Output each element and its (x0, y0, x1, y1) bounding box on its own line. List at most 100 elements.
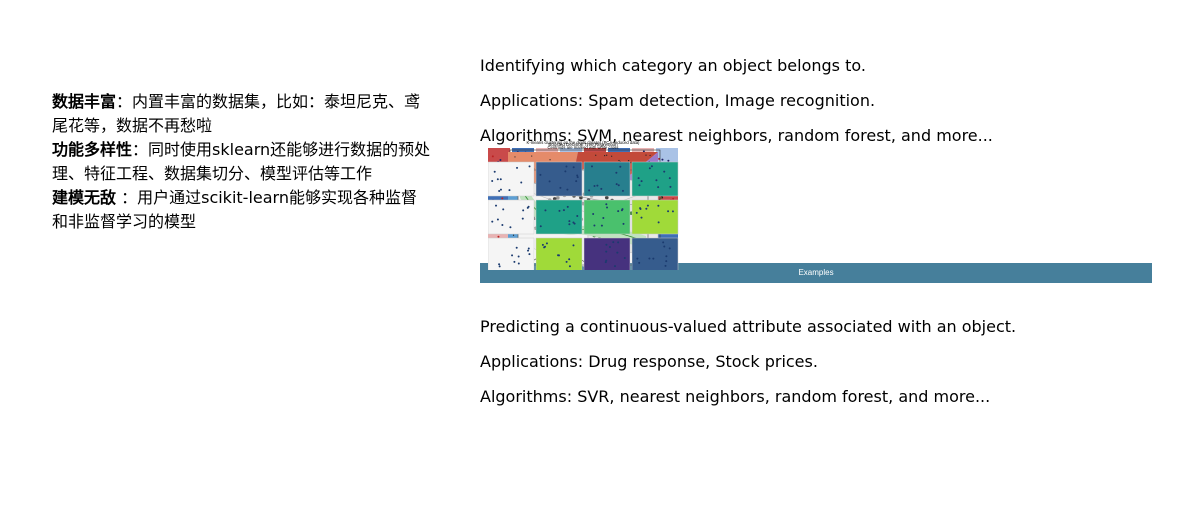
dot (522, 209, 525, 212)
dot (665, 260, 668, 263)
dot (568, 223, 571, 226)
card-figure (488, 161, 679, 270)
link[interactable]: more... (936, 126, 993, 145)
text-run: , (767, 126, 778, 145)
dot (650, 165, 653, 168)
dot (501, 223, 504, 226)
dot (602, 216, 605, 219)
dot (667, 159, 670, 162)
dot (496, 218, 499, 221)
dot (544, 245, 547, 248)
dot (655, 179, 658, 182)
link[interactable]: nearest neighbors (622, 126, 768, 145)
dot (672, 197, 675, 200)
link[interactable]: random forest (777, 126, 891, 145)
link[interactable]: SVR (577, 387, 610, 406)
dot (636, 257, 639, 260)
dot (549, 159, 551, 161)
dot (564, 170, 567, 173)
text-run: Identifying which category an object bel… (480, 56, 866, 75)
link[interactable]: random forest (774, 387, 889, 406)
dot (638, 261, 641, 264)
feature-list: 数据丰富：内置丰富的数据集，比如：泰坦尼克、鸢尾花等，数据不再愁啦 功能多样性：同… (52, 88, 432, 232)
dot (640, 180, 643, 183)
dot (637, 177, 640, 180)
dot (572, 244, 575, 247)
thumb (535, 237, 583, 270)
thumb (535, 199, 583, 235)
dot (640, 216, 643, 219)
text-run: , (764, 387, 775, 406)
dot (649, 154, 651, 157)
dot (513, 260, 516, 263)
dot (499, 178, 502, 181)
dot (657, 204, 660, 207)
thumb (535, 161, 583, 197)
dot (620, 209, 623, 212)
dot (668, 247, 671, 250)
link[interactable]: more... (933, 387, 991, 406)
dot (600, 187, 603, 190)
dot (645, 154, 647, 156)
dot (617, 210, 620, 213)
dot (528, 253, 531, 256)
dot (539, 173, 542, 176)
dot (590, 165, 593, 168)
thumb (631, 237, 679, 270)
text-run: , (612, 126, 623, 145)
text-run: Algorithms: (480, 126, 573, 145)
dot (517, 262, 520, 265)
dot (595, 154, 597, 156)
dot (493, 170, 496, 173)
dot (605, 259, 608, 262)
text-run: , (609, 387, 620, 406)
dot (495, 204, 498, 207)
dot (575, 180, 578, 183)
dot (604, 155, 606, 157)
dot (600, 224, 603, 227)
dot (501, 197, 504, 200)
thumb (488, 161, 535, 197)
dot (664, 264, 667, 267)
dot (572, 166, 575, 169)
dot (499, 188, 502, 191)
dot (565, 165, 568, 168)
thumb (488, 237, 535, 270)
dot (509, 226, 512, 229)
dot (663, 170, 666, 173)
dot (515, 246, 518, 249)
dot (593, 185, 596, 188)
thumb (631, 161, 679, 197)
dot (605, 243, 608, 246)
bullet-text: ：用户通过scikit-learn能够实现各种监督和非监督学习的模型 (52, 188, 417, 231)
dot (661, 158, 664, 161)
dot (648, 257, 651, 260)
dot (544, 209, 547, 212)
dot (612, 241, 615, 244)
dot (576, 215, 579, 218)
card-text: Algorithms: SVM, nearest neighbors, rand… (480, 126, 1152, 145)
text-run: , and (888, 387, 934, 406)
dot (596, 184, 599, 187)
dot (657, 221, 660, 224)
dot (527, 247, 530, 250)
dot (645, 207, 648, 210)
dot (662, 241, 665, 244)
dot (527, 205, 530, 208)
fig-title: Boosted Decision Tree Regression (548, 142, 618, 147)
text-run: Applications: (480, 352, 584, 371)
dot (652, 257, 655, 260)
dot (498, 265, 501, 268)
text-run: Predicting a continuous-valued attribute… (480, 317, 1017, 336)
bullet: 建模无敌 ：用户通过scikit-learn能够实现各种监督和非监督学习的模型 (52, 184, 432, 232)
link[interactable]: SVM (577, 126, 613, 145)
bullet-title: 建模无敌 (52, 188, 117, 207)
dot (606, 154, 608, 156)
dot (565, 260, 568, 263)
dot (621, 189, 624, 192)
dot (568, 258, 571, 261)
dot (657, 186, 660, 189)
link[interactable]: nearest neighbors (619, 387, 765, 406)
dot (568, 220, 571, 223)
